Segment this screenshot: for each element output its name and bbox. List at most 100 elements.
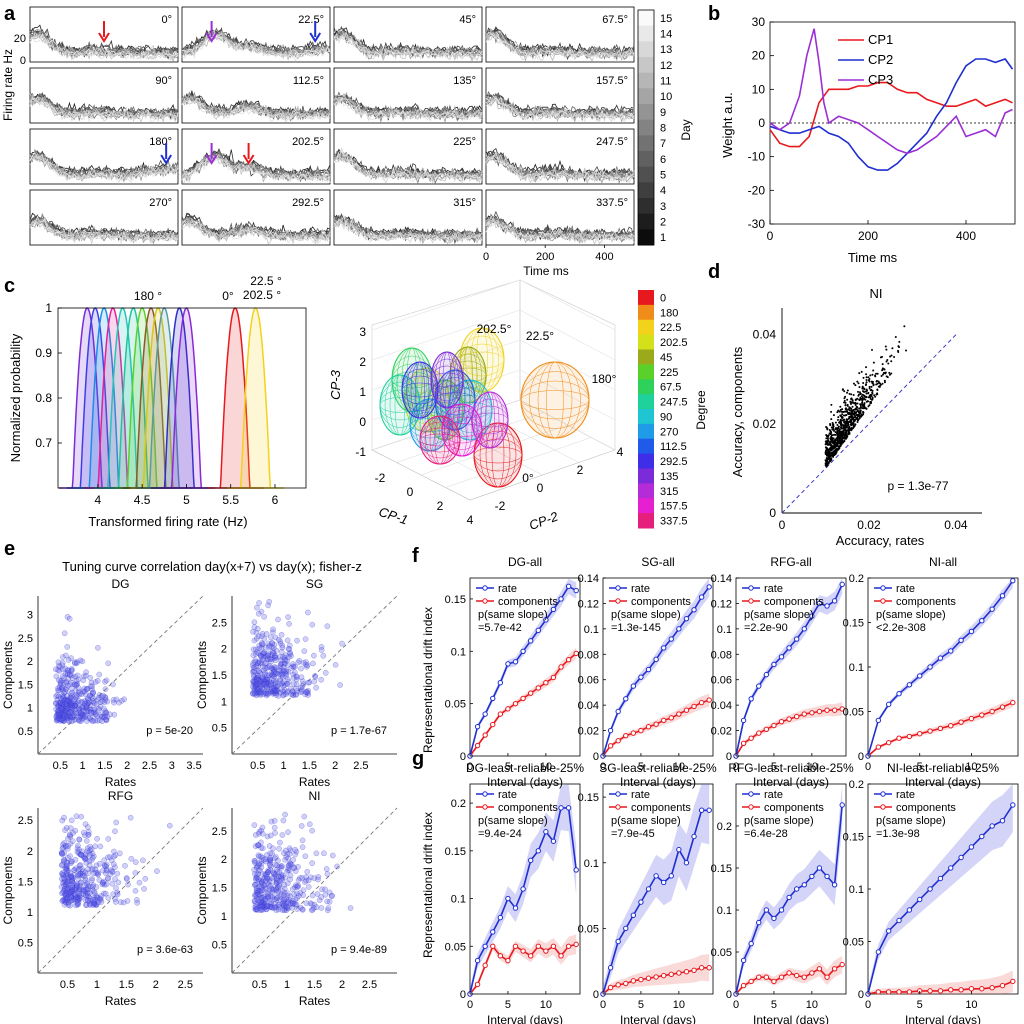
- e-point: [79, 713, 86, 720]
- e-point: [308, 907, 315, 913]
- e-point: [65, 710, 71, 716]
- colorbar-swatch: [638, 229, 654, 246]
- day-trace: [29, 154, 179, 182]
- arrow-head: [205, 154, 218, 165]
- e-point: [76, 718, 83, 724]
- degree-swatch: [638, 483, 654, 499]
- drift-marker: [683, 615, 690, 622]
- drift-marker: [676, 711, 682, 717]
- d-point: [845, 414, 848, 417]
- d-point: [831, 441, 834, 444]
- e-point: [66, 699, 73, 706]
- drift-marker: [809, 970, 815, 976]
- e-point: [59, 716, 66, 723]
- drift-marker: [778, 974, 785, 980]
- e-point: [339, 640, 345, 647]
- e-point: [67, 709, 73, 716]
- tuning-panel-6: 135°: [333, 67, 483, 124]
- e-point: [64, 712, 71, 719]
- d-point: [862, 411, 865, 414]
- e-point: [255, 842, 262, 848]
- drift-xlabel: Interval (days): [487, 775, 563, 789]
- degree-label: Degree: [694, 390, 708, 430]
- e-point: [93, 701, 100, 708]
- e-point: [60, 717, 67, 724]
- day-trace: [181, 220, 331, 244]
- drift-marker: [999, 593, 1006, 599]
- d-point: [876, 372, 879, 375]
- legend-label: CP1: [868, 32, 893, 47]
- d-point: [893, 355, 896, 358]
- drift-marker: [763, 974, 770, 980]
- e-point: [103, 717, 110, 724]
- d-point: [869, 389, 872, 392]
- e-point: [80, 829, 87, 836]
- d-point: [836, 429, 839, 432]
- d-point: [830, 453, 833, 456]
- e-point: [55, 707, 62, 713]
- grid-line: [519, 309, 616, 361]
- c-annot: 22.5 °: [250, 274, 282, 288]
- e-point: [268, 634, 274, 641]
- d-point: [865, 366, 868, 369]
- drift-marker: [824, 873, 830, 880]
- drift-ytick-label: 0: [858, 751, 864, 763]
- d-point: [862, 376, 865, 379]
- e-point: [284, 689, 291, 696]
- e-point: [57, 709, 63, 716]
- b-ylabel: Weight a.u.: [720, 92, 735, 158]
- drift-pvalue: =5.7e-42: [478, 622, 522, 634]
- e-point: [273, 887, 280, 893]
- degree-tick: 202.5: [660, 337, 688, 349]
- e-point: [132, 859, 139, 865]
- e-point: [68, 708, 75, 715]
- drift-marker: [550, 838, 557, 844]
- e-point: [87, 706, 94, 713]
- e-point: [84, 695, 91, 702]
- tuning-panel-frame: [485, 189, 635, 246]
- drift-marker: [668, 715, 674, 721]
- e-point: [86, 715, 92, 722]
- b-ytick-label: -20: [748, 183, 766, 197]
- drift-marker: [490, 721, 496, 728]
- e-point: [67, 694, 74, 701]
- d-point: [850, 407, 853, 410]
- e-ytick-label: 1: [221, 696, 227, 708]
- d-point: [859, 410, 862, 413]
- d-point: [865, 388, 868, 391]
- e-point: [289, 900, 296, 906]
- e-point: [112, 828, 118, 835]
- ellipsoid-mesh: [449, 353, 487, 397]
- e-point: [87, 674, 94, 681]
- drift-xtick-label: 5: [917, 999, 923, 1011]
- e-point: [270, 666, 277, 673]
- e-point: [81, 688, 88, 695]
- e-point: [276, 878, 283, 885]
- e-point: [80, 673, 87, 680]
- e-point: [83, 669, 89, 676]
- d-point: [881, 355, 884, 358]
- d-point: [827, 451, 830, 454]
- d-point: [853, 402, 856, 405]
- e-point: [95, 694, 102, 701]
- e-point: [82, 698, 88, 704]
- e-point: [52, 700, 59, 707]
- angle-label: 247.5°: [596, 136, 628, 148]
- degree-swatch: [638, 304, 654, 321]
- e-point: [58, 710, 64, 717]
- e-point: [63, 707, 69, 714]
- drift-marker: [660, 879, 667, 886]
- d-point: [843, 401, 846, 404]
- e-point: [269, 671, 276, 678]
- colorbar-tick: 10: [660, 91, 672, 103]
- drift-marker: [999, 818, 1006, 824]
- d-point: [836, 437, 839, 440]
- e-point: [56, 713, 62, 720]
- e-point: [69, 704, 76, 711]
- e-point: [76, 691, 83, 698]
- e-ylabel: Components: [195, 856, 209, 924]
- legend-label: rate: [498, 583, 517, 595]
- e-point: [67, 702, 73, 709]
- d-point: [844, 426, 847, 429]
- e-point: [82, 700, 88, 707]
